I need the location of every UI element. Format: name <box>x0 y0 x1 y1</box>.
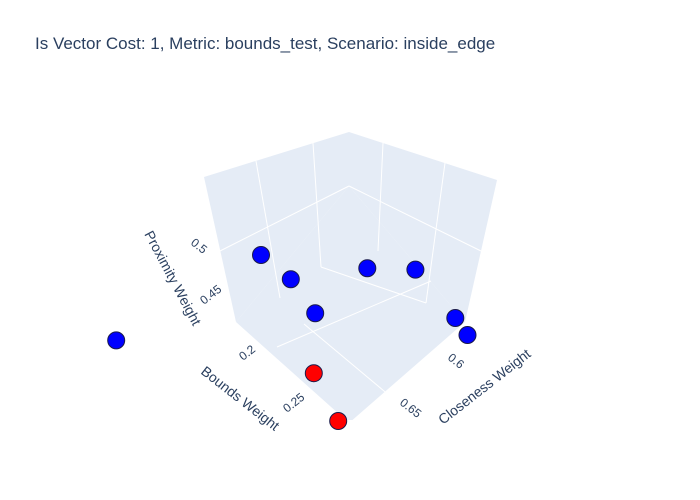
data-point-5[interactable] <box>406 260 425 279</box>
x-tick-label-0.25: 0.25 <box>280 390 307 416</box>
back-wall-left <box>204 132 349 322</box>
y-tick-label-0.65: 0.65 <box>397 395 424 421</box>
data-point-4[interactable] <box>306 304 325 323</box>
z-tick-label-0.45: 0.45 <box>197 282 224 308</box>
data-point-6[interactable] <box>446 309 465 327</box>
x-tick-label-0.2: 0.2 <box>236 342 258 364</box>
data-point-3[interactable] <box>358 259 377 278</box>
x-axis-title: Bounds Weight <box>198 363 283 434</box>
z-tick-label-0.5: 0.5 <box>188 235 210 257</box>
back-wall-right <box>349 132 497 322</box>
chart-title: Is Vector Cost: 1, Metric: bounds_test, … <box>35 34 496 53</box>
data-point-8[interactable] <box>304 364 323 383</box>
grid-lines <box>217 142 482 397</box>
data-point-2[interactable] <box>107 331 126 350</box>
data-points <box>107 246 477 430</box>
data-point-7[interactable] <box>458 326 477 344</box>
y-tick-label-0.6: 0.6 <box>445 350 467 372</box>
floor-plane <box>236 186 465 420</box>
data-point-1[interactable] <box>281 270 300 289</box>
data-point-0[interactable] <box>252 246 270 264</box>
data-point-9[interactable] <box>329 412 348 430</box>
